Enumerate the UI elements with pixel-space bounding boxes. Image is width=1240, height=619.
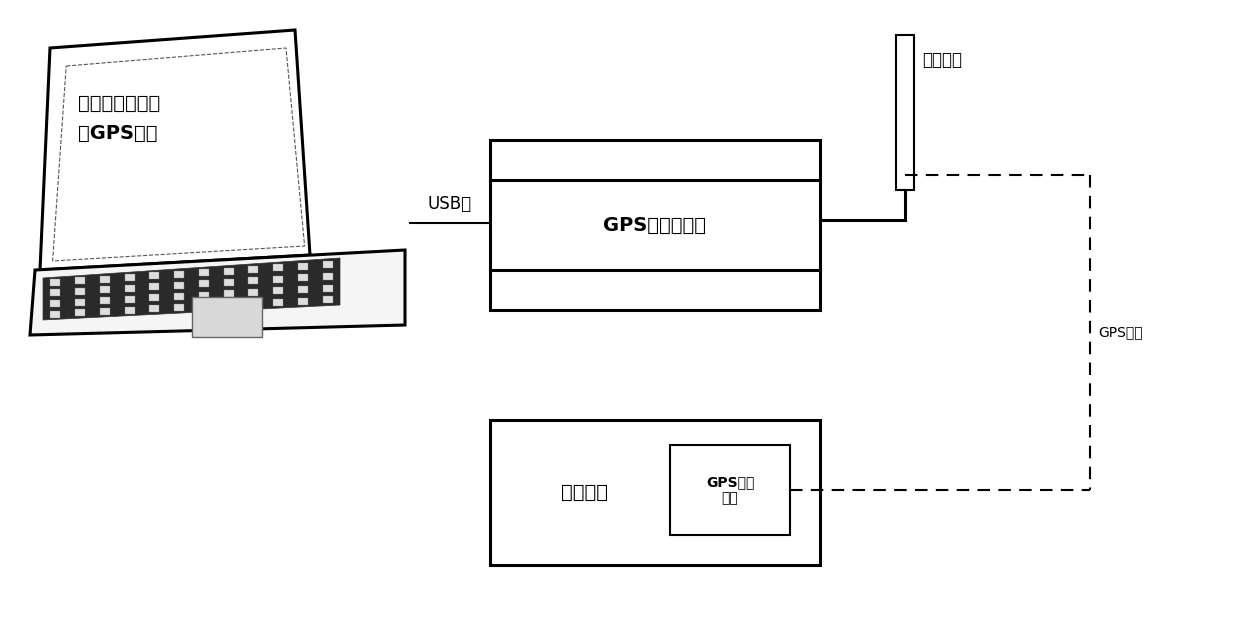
Bar <box>298 274 308 282</box>
Bar <box>298 263 308 270</box>
Bar <box>490 420 820 565</box>
Bar <box>125 296 135 303</box>
Bar <box>223 301 233 308</box>
Bar <box>149 295 160 301</box>
Bar <box>248 289 258 296</box>
Bar <box>298 286 308 293</box>
Text: USB线: USB线 <box>428 195 472 213</box>
Bar <box>670 445 790 535</box>
Bar <box>273 299 283 306</box>
Bar <box>100 297 110 304</box>
Bar <box>76 288 86 295</box>
Text: GPS信号发送器: GPS信号发送器 <box>604 215 707 235</box>
Bar <box>322 273 332 280</box>
Bar <box>174 293 184 300</box>
Bar <box>198 269 208 276</box>
Bar <box>322 261 332 268</box>
Bar <box>248 277 258 284</box>
Bar <box>125 285 135 292</box>
Bar <box>125 274 135 281</box>
Text: GPS接收
天线: GPS接收 天线 <box>706 475 754 505</box>
Bar <box>51 290 61 297</box>
Bar <box>76 310 86 316</box>
Bar <box>100 275 110 283</box>
Bar <box>76 298 86 306</box>
Bar <box>897 35 914 190</box>
Bar <box>125 306 135 314</box>
Bar <box>149 305 160 313</box>
Polygon shape <box>40 30 310 270</box>
Bar <box>223 267 233 275</box>
Text: 信号天线: 信号天线 <box>923 51 962 69</box>
Bar <box>198 303 208 310</box>
Bar <box>223 279 233 286</box>
Bar <box>174 304 184 311</box>
Bar <box>76 277 86 284</box>
Bar <box>248 300 258 307</box>
Bar <box>273 287 283 295</box>
Text: 导航设备: 导航设备 <box>562 483 609 502</box>
Bar <box>174 282 184 289</box>
Bar <box>51 279 61 286</box>
Bar <box>149 272 160 280</box>
Polygon shape <box>30 250 405 335</box>
Bar <box>192 297 263 337</box>
Text: GPS信号: GPS信号 <box>1097 326 1142 339</box>
Bar <box>223 290 233 297</box>
Bar <box>100 287 110 293</box>
Bar <box>51 300 61 307</box>
Bar <box>490 140 820 310</box>
Bar <box>174 271 184 278</box>
Polygon shape <box>43 258 340 320</box>
Bar <box>273 276 283 283</box>
Bar <box>51 311 61 318</box>
Bar <box>248 266 258 273</box>
Polygon shape <box>52 48 305 261</box>
Bar <box>298 298 308 305</box>
Bar <box>100 308 110 315</box>
Bar <box>198 280 208 287</box>
Bar <box>322 297 332 303</box>
Bar <box>273 264 283 271</box>
Bar <box>322 285 332 292</box>
Text: 准备待测试路线: 准备待测试路线 <box>78 93 160 113</box>
Bar <box>149 284 160 290</box>
Bar <box>198 292 208 298</box>
Text: 的GPS信号: 的GPS信号 <box>78 124 157 142</box>
